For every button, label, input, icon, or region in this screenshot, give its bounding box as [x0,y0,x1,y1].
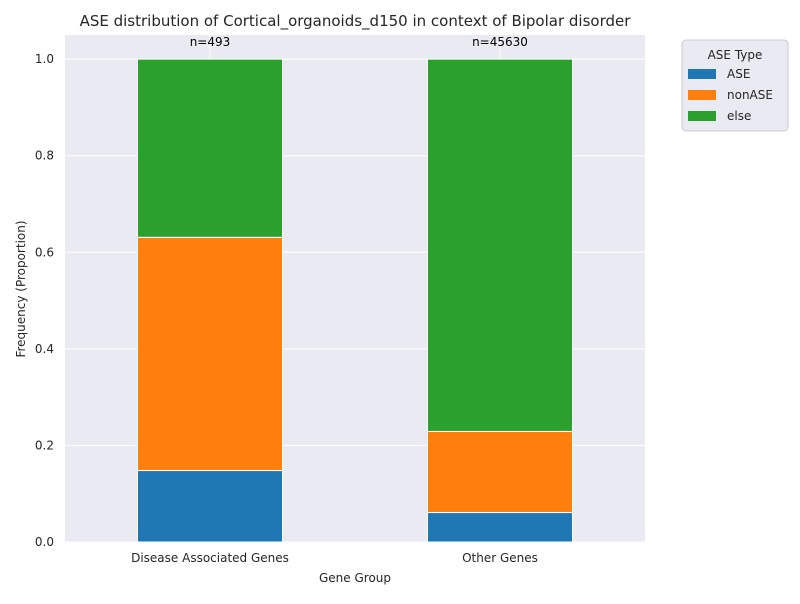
sample-size-label: n=493 [190,35,231,49]
y-tick-label: 1.0 [35,52,54,66]
y-tick-label: 0.8 [35,149,54,163]
bar-segment-nonase [427,430,573,514]
y-tick-label: 0.2 [35,438,54,452]
y-tick-label: 0.0 [35,535,54,549]
legend: ASE Type ASE nonASE else [681,39,789,132]
legend-swatch-ase [688,69,716,79]
bar-segment-else [137,58,283,238]
bars: n=493 n=45630 [137,35,573,543]
y-axis-label: Frequency (Proportion) [14,220,28,357]
bar-segment-ase [137,470,283,543]
x-tick-label: Disease Associated Genes [131,551,289,565]
axes: 0.0 0.2 0.4 0.6 0.8 1.0 Disease Associated Gen… [35,52,538,565]
legend-title: ASE Type [708,48,763,62]
legend-swatch-else [688,111,716,121]
x-axis-label: Gene Group [319,571,391,585]
legend-swatch-nonase [688,90,716,100]
bar-segment-ase [427,512,573,543]
bar-segment-nonase [137,236,283,472]
x-tick-label: Other Genes [462,551,538,565]
legend-label: else [727,109,751,123]
legend-label: nonASE [727,88,773,102]
y-tick-label: 0.4 [35,342,54,356]
chart-title: ASE distribution of Cortical_organoids_d… [80,12,632,31]
legend-items: ASE nonASE else [688,67,773,123]
sample-size-label: n=45630 [472,35,528,49]
legend-label: ASE [727,67,750,81]
y-tick-label: 0.6 [35,245,54,259]
bar-segment-else [427,58,573,432]
legend-box [681,39,789,132]
